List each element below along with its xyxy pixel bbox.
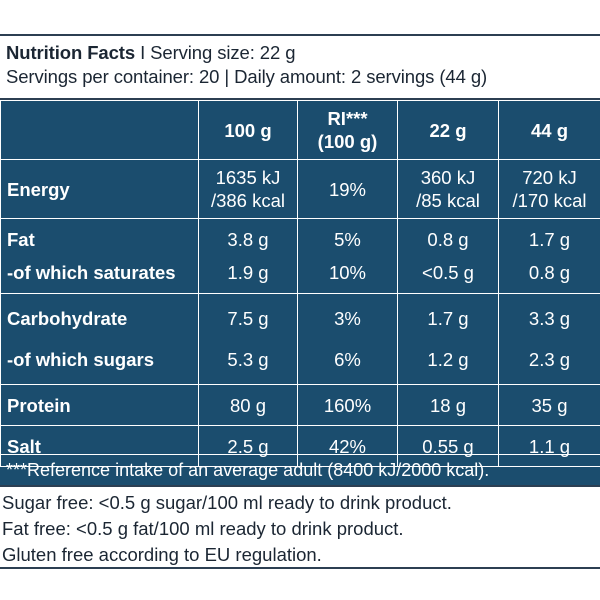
carb-44g-cell: 3.3 g 2.3 g — [498, 293, 600, 385]
sugars-44g: 2.3 g — [528, 349, 571, 370]
table-row-salt: Salt 2.5 g 42% 0.55 g 1.1 g — [0, 425, 600, 467]
fat-22g: 0.8 g — [427, 229, 469, 250]
note-sugar-free: Sugar free: <0.5 g sugar/100 ml ready to… — [2, 492, 452, 513]
table-row-protein: Protein 80 g 160% 18 g 35 g — [0, 384, 600, 426]
ri-label: RI*** — [327, 108, 368, 129]
serving-size: Serving size: 22 g — [150, 42, 296, 63]
table-header-row: 100 g RI*** (100 g) 22 g 44 g — [0, 100, 600, 160]
sugars-ri: 6% — [334, 349, 361, 370]
note-fat-free: Fat free: <0.5 g fat/100 ml ready to dri… — [2, 518, 404, 539]
salt-100g: 2.5 g — [198, 425, 298, 467]
fat-22g-cell: 0.8 g <0.5 g — [397, 218, 499, 294]
nutrition-header: Nutrition Facts I Serving size: 22 g Ser… — [0, 34, 600, 100]
energy-100g: 1635 kJ /386 kcal — [198, 159, 298, 219]
energy-44g-kcal: /170 kcal — [512, 190, 587, 211]
row-label-saturates: -of which saturates — [7, 262, 176, 283]
nutrition-panel: Nutrition Facts I Serving size: 22 g Ser… — [0, 34, 600, 569]
energy-22g: 360 kJ /85 kcal — [397, 159, 499, 219]
fat-44g: 1.7 g — [528, 229, 571, 250]
column-header-44g: 44 g — [498, 100, 600, 160]
energy-44g-kj: 720 kJ — [522, 167, 577, 188]
carb-44g: 3.3 g — [528, 308, 571, 329]
carb-ri-cell: 3% 6% — [297, 293, 398, 385]
fat-44g-cell: 1.7 g 0.8 g — [498, 218, 600, 294]
energy-ri: 19% — [297, 159, 398, 219]
sugars-100g: 5.3 g — [227, 349, 269, 370]
row-label-salt: Salt — [0, 425, 199, 467]
empty-header-cell — [0, 100, 199, 160]
column-header-22g: 22 g — [397, 100, 499, 160]
carb-100g: 7.5 g — [227, 308, 269, 329]
ri-basis: (100 g) — [317, 131, 378, 152]
salt-22g: 0.55 g — [397, 425, 499, 467]
product-notes: Sugar free: <0.5 g sugar/100 ml ready to… — [0, 485, 600, 569]
energy-100g-kcal: /386 kcal — [210, 190, 286, 211]
protein-44g: 35 g — [498, 384, 600, 426]
fat-100g: 3.8 g — [227, 229, 269, 250]
sugars-22g: 1.2 g — [427, 349, 469, 370]
carb-ri: 3% — [334, 308, 361, 329]
fat-ri-cell: 5% 10% — [297, 218, 398, 294]
carb-22g-cell: 1.7 g 1.2 g — [397, 293, 499, 385]
header-separator: I — [135, 42, 151, 63]
energy-100g-kj: 1635 kJ — [215, 167, 281, 188]
saturates-44g: 0.8 g — [528, 262, 571, 283]
protein-22g: 18 g — [397, 384, 499, 426]
table-row-carb-group: Carbohydrate -of which sugars 7.5 g 5.3 … — [0, 293, 600, 385]
table-row-energy: Energy 1635 kJ /386 kcal 19% 360 kJ /85 … — [0, 159, 600, 219]
protein-ri: 160% — [297, 384, 398, 426]
column-header-ri: RI*** (100 g) — [297, 100, 398, 160]
header-line-1: Nutrition Facts I Serving size: 22 g — [6, 41, 594, 65]
row-label: Energy — [0, 159, 199, 219]
carb-100g-cell: 7.5 g 5.3 g — [198, 293, 298, 385]
energy-22g-kcal: /85 kcal — [416, 190, 480, 211]
fat-ri: 5% — [334, 229, 361, 250]
header-line-2: Servings per container: 20 | Daily amoun… — [6, 66, 488, 87]
carb-labels: Carbohydrate -of which sugars — [0, 293, 199, 385]
row-label-fat: Fat — [7, 229, 35, 250]
saturates-ri: 10% — [328, 262, 367, 283]
fat-labels: Fat -of which saturates — [0, 218, 199, 294]
row-label-sugars: -of which sugars — [7, 349, 154, 370]
nutrition-table: 100 g RI*** (100 g) 22 g 44 g Energy 163… — [0, 100, 600, 467]
saturates-100g: 1.9 g — [227, 262, 269, 283]
row-label-protein: Protein — [0, 384, 199, 426]
note-gluten-free: Gluten free according to EU regulation. — [2, 544, 322, 565]
saturates-22g: <0.5 g — [422, 262, 474, 283]
header-title: Nutrition Facts — [6, 42, 136, 63]
row-label-carbohydrate: Carbohydrate — [7, 308, 128, 329]
energy-44g: 720 kJ /170 kcal — [498, 159, 600, 219]
protein-100g: 80 g — [198, 384, 298, 426]
energy-22g-kj: 360 kJ — [420, 167, 476, 188]
table-row-fat-group: Fat -of which saturates 3.8 g 1.9 g 5% 1… — [0, 218, 600, 294]
column-header-100g: 100 g — [198, 100, 298, 160]
fat-100g-cell: 3.8 g 1.9 g — [198, 218, 298, 294]
carb-22g: 1.7 g — [427, 308, 469, 329]
ri-footnote: ***Reference intake of an average adult … — [0, 454, 600, 485]
